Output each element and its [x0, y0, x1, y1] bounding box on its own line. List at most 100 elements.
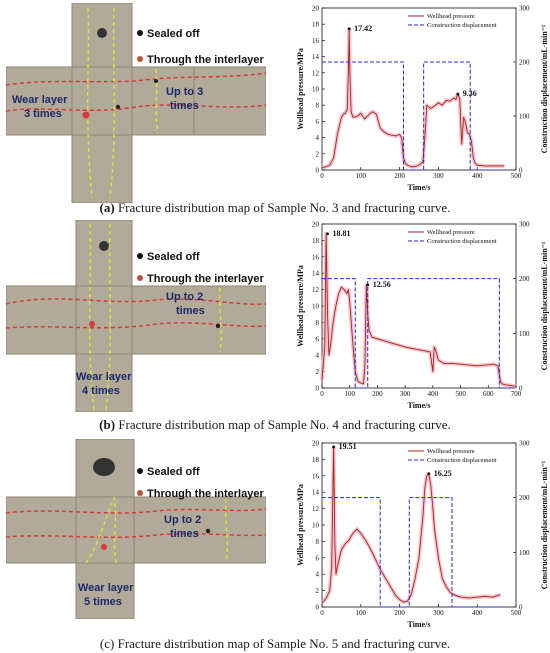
peak-marker — [456, 92, 460, 96]
y-left-tick-label: 20 — [312, 5, 320, 13]
y-left-tick-label: 18 — [312, 237, 320, 245]
y-left-tick-label: 16 — [312, 37, 320, 45]
y-left-tick-label: 10 — [312, 522, 320, 530]
legend-through-interlayer: Through the interlayer — [147, 273, 264, 285]
wear-layer-count: 4 times — [82, 385, 120, 397]
figure-panel-a: Sealed off Through the interlayer Wear l… — [0, 0, 550, 215]
x-tick-label: 300 — [400, 390, 411, 398]
y-left-tick-label: 8 — [316, 538, 320, 546]
specimen-photo-a: Sealed off Through the interlayer Wear l… — [6, 3, 266, 203]
legend-label-displacement: Construction displacement — [427, 457, 497, 464]
x-tick-label: 400 — [472, 172, 483, 180]
displacement-series-line — [322, 497, 501, 608]
y-left-tick-label: 16 — [312, 472, 320, 480]
chart-svg: 0 100 200 300 400 500 600 700024681012141618200… — [296, 221, 549, 411]
legend-label-pressure: Wellhead pressure — [427, 229, 475, 236]
caption-a: (a) Fracture distribution map of Sample … — [0, 200, 550, 216]
legend-through-interlayer: Through the interlayer — [147, 488, 264, 500]
y-left-tick-label: 20 — [312, 221, 320, 229]
pressure-series-line — [321, 233, 517, 387]
specimen-graphic-a: Sealed off Through the interlayer Wear l… — [6, 3, 266, 203]
legend-label-pressure: Wellhead pressure — [427, 448, 475, 455]
y-left-tick-label: 20 — [312, 440, 320, 448]
y-right-tick-label: 200 — [519, 275, 530, 283]
displacement-series-line — [322, 278, 516, 389]
y-left-tick-label: 8 — [316, 102, 320, 110]
y-right-tick-label: 0 — [519, 167, 523, 175]
x-tick-label: 100 — [356, 172, 367, 180]
x-tick-label: 100 — [356, 609, 367, 617]
caption-letter: (b) — [99, 417, 116, 432]
fracturing-curve-chart-a: 0 100 200 300 400 500 0 2 4 6 8 10 12 14 16 18 20 0 100 200… — [296, 2, 550, 196]
x-tick-label: 0 — [320, 390, 324, 398]
up-to-count: times — [170, 100, 199, 112]
legend-label-displacement: Construction displacement — [427, 238, 497, 245]
y-right-tick-label: 100 — [519, 549, 530, 557]
y-left-tick-label: 18 — [312, 21, 320, 29]
peak-marker — [366, 283, 370, 287]
x-tick-label: 300 — [433, 172, 444, 180]
caption-c: (c) Fracture distribution map of Sample … — [0, 636, 550, 652]
y-right-tick-label: 0 — [519, 604, 523, 612]
caption-letter: (a) — [99, 200, 115, 215]
y-left-tick-label: 0 — [316, 385, 320, 393]
pressure-series-line — [321, 28, 505, 169]
caption-text: Fracture distribution map of Sample No. … — [114, 200, 451, 215]
peak-label: 16.25 — [434, 469, 452, 478]
y-right-tick-label: 0 — [519, 385, 523, 393]
up-to-label: Up to 2 — [166, 291, 203, 303]
x-tick-label: 200 — [394, 172, 405, 180]
chart-svg: 0 100 200 300 400 500024681012141618200100200… — [296, 440, 549, 630]
caption-letter: (c) — [99, 636, 115, 651]
displacement-series-line — [322, 61, 505, 171]
x-tick-label: 0 — [320, 172, 324, 180]
y-right-axis-title: Construction displacement/mL·min⁻¹ — [540, 241, 549, 370]
x-tick-label: 700 — [511, 390, 522, 398]
wear-layer-label: Wear layer — [12, 94, 68, 106]
legend-sealed-off: Sealed off — [147, 28, 200, 40]
caption-text: Fracture distribution map of Sample No. … — [115, 417, 451, 432]
legend-sealed-off: Sealed off — [147, 251, 200, 263]
legend-label-displacement: Construction displacement — [427, 22, 497, 29]
y-left-tick-label: 14 — [312, 489, 320, 497]
caption-text: Fracture distribution map of Sample No. … — [114, 636, 451, 651]
peak-label: 17.42 — [354, 24, 372, 33]
x-tick-label: 200 — [372, 390, 383, 398]
pressure-series-line — [321, 446, 501, 604]
peak-label: 18.81 — [333, 229, 351, 238]
pressure-series-shadow — [320, 231, 517, 389]
x-tick-label: 600 — [483, 390, 494, 398]
specimen-photo-c: Sealed off Through the interlayer Up to … — [6, 439, 266, 619]
y-right-tick-label: 100 — [519, 330, 530, 338]
y-right-tick-label: 200 — [519, 59, 530, 67]
legend-label-pressure: Wellhead pressure — [427, 13, 475, 20]
y-left-tick-label: 8 — [316, 319, 320, 327]
x-tick-label: 400 — [428, 390, 439, 398]
y-right-tick-label: 300 — [519, 5, 530, 13]
x-tick-label: 400 — [472, 609, 483, 617]
wear-layer-count: 3 times — [24, 108, 62, 120]
y-left-tick-label: 18 — [312, 456, 320, 464]
y-left-tick-label: 0 — [316, 604, 320, 612]
up-to-count: times — [176, 305, 205, 317]
peak-label: 19.51 — [339, 442, 357, 451]
x-tick-label: 500 — [511, 609, 522, 617]
x-tick-label: 0 — [320, 609, 324, 617]
y-left-tick-label: 6 — [316, 118, 320, 126]
y-left-tick-label: 10 — [312, 303, 320, 311]
up-to-count: times — [170, 528, 199, 540]
y-right-axis-title: Construction displacement/mL·min⁻¹ — [540, 24, 549, 153]
peak-marker — [332, 445, 336, 449]
y-left-tick-label: 4 — [316, 571, 320, 579]
pressure-series-shadow — [320, 445, 502, 605]
legend-sealed-off: Sealed off — [147, 466, 200, 478]
x-axis-title: Time/s — [408, 620, 431, 629]
specimen-photo-b: Sealed off Through the interlayer Up to … — [6, 220, 266, 412]
y-left-tick-label: 2 — [316, 587, 320, 595]
plot-frame — [321, 442, 517, 608]
x-tick-label: 200 — [394, 609, 405, 617]
y-left-tick-label: 6 — [316, 335, 320, 343]
y-left-tick-label: 12 — [312, 69, 320, 77]
x-tick-label: 500 — [511, 172, 522, 180]
specimen-graphic-c: Sealed off Through the interlayer Up to … — [6, 439, 266, 619]
